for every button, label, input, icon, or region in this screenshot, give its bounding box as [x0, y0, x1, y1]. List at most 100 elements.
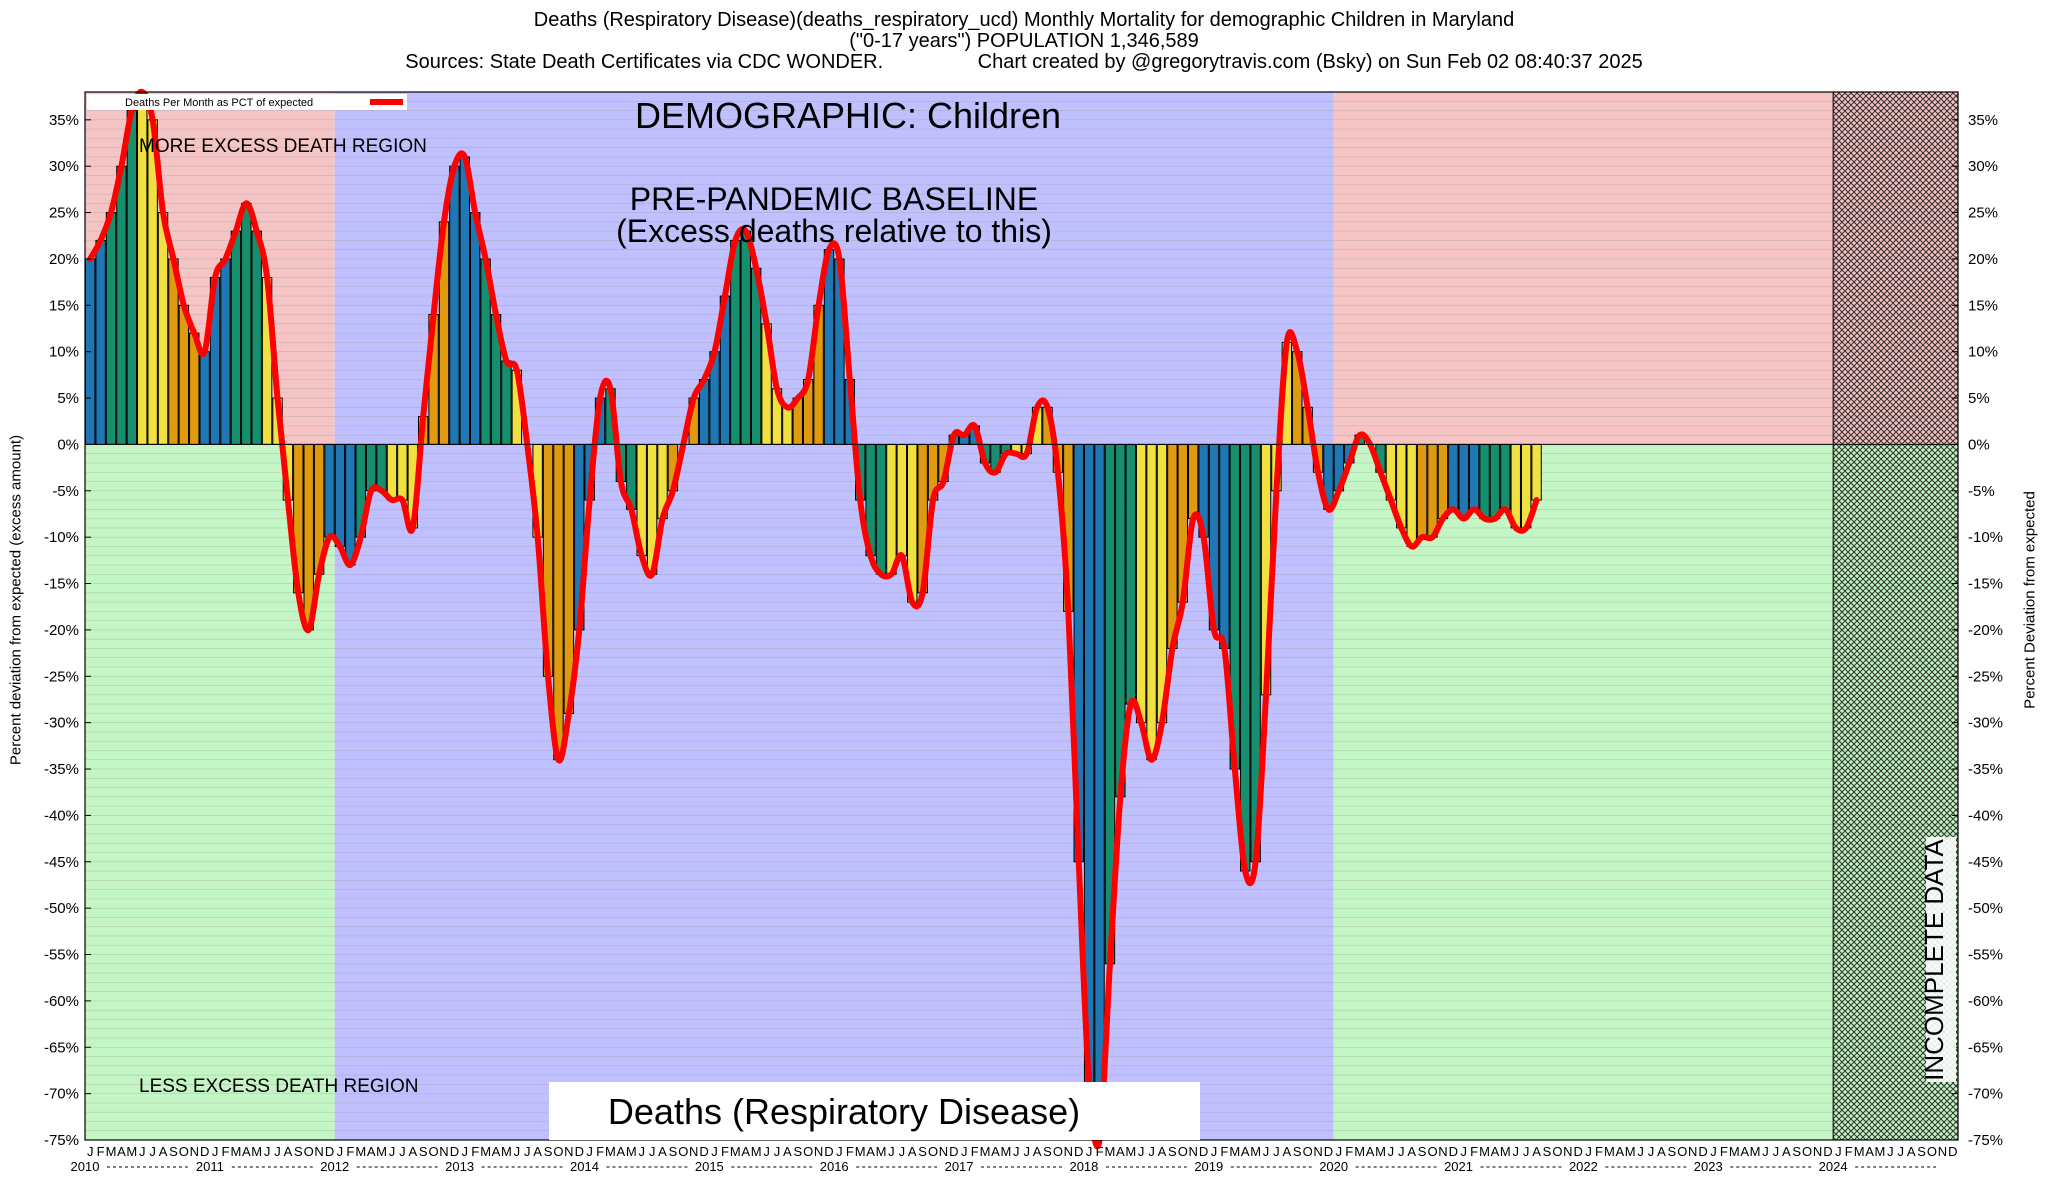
month-tick: J [1887, 1144, 1894, 1159]
month-tick: D [450, 1144, 459, 1159]
year-tick: 2017 [945, 1159, 974, 1174]
month-tick: A [1740, 1144, 1749, 1159]
month-tick: J [399, 1144, 406, 1159]
month-tick: M [1250, 1144, 1261, 1159]
month-tick: S [169, 1144, 178, 1159]
month-tick: J [1023, 1144, 1030, 1159]
month-tick: M [1479, 1144, 1490, 1159]
y-tick-right: 20% [1968, 251, 1998, 268]
month-tick: A [1033, 1144, 1042, 1159]
bar-106 [1187, 443, 1199, 520]
month-tick: M [230, 1144, 241, 1159]
bar-40 [501, 360, 512, 445]
month-tick: M [1125, 1144, 1136, 1159]
y-tick-right: -75% [1968, 1132, 2003, 1149]
month-tick: O [1053, 1144, 1063, 1159]
month-tick: A [117, 1144, 126, 1159]
month-tick: D [1574, 1144, 1583, 1159]
month-tick: J [87, 1144, 94, 1159]
y-tick-left: -30% [44, 715, 79, 732]
y-tick-left: -50% [44, 900, 79, 917]
bar-1 [95, 239, 106, 445]
bar-104 [1167, 443, 1178, 649]
month-tick: F [1345, 1144, 1353, 1159]
month-tick: N [439, 1144, 448, 1159]
bar-29 [386, 443, 398, 501]
month-tick: S [1043, 1144, 1052, 1159]
month-tick: O [1802, 1144, 1812, 1159]
month-tick: M [1375, 1144, 1386, 1159]
y-tick-left: 30% [49, 158, 79, 175]
y-tick-left: 25% [49, 205, 79, 222]
y-tick-right: -15% [1968, 576, 2003, 593]
year-tick: 2012 [320, 1159, 349, 1174]
y-tick-right: -50% [1968, 900, 2003, 917]
month-tick: M [1354, 1144, 1365, 1159]
month-tick: A [1116, 1144, 1125, 1159]
year-tick: 2014 [570, 1159, 599, 1174]
y-tick-right: 35% [1968, 112, 1998, 129]
month-tick: N [1563, 1144, 1572, 1159]
bar-76 [875, 443, 887, 575]
y-tick-right: 25% [1968, 205, 1998, 222]
bar-9 [178, 304, 190, 445]
month-tick: N [689, 1144, 698, 1159]
month-tick: J [888, 1144, 895, 1159]
y-tick-left: 5% [57, 390, 79, 407]
month-tick: O [429, 1144, 439, 1159]
bar-2 [105, 212, 117, 445]
month-tick: F [1845, 1144, 1853, 1159]
y-tick-right: -45% [1968, 854, 2003, 871]
month-tick: A [1907, 1144, 1916, 1159]
y-tick-left: 0% [57, 436, 79, 453]
month-tick: J [1086, 1144, 1093, 1159]
month-tick: J [1211, 1144, 1218, 1159]
month-tick: S [669, 1144, 678, 1159]
month-tick: D [325, 1144, 334, 1159]
month-tick: J [1835, 1144, 1842, 1159]
month-tick: F [1720, 1144, 1728, 1159]
month-tick: D [1698, 1144, 1707, 1159]
bar-111 [1240, 443, 1251, 872]
month-tick: A [741, 1144, 750, 1159]
y-tick-right: 5% [1968, 390, 1990, 407]
demographic-label: DEMOGRAPHIC: Children [635, 95, 1061, 136]
month-tick: O [304, 1144, 314, 1159]
month-tick: J [212, 1144, 219, 1159]
month-tick: N [314, 1144, 323, 1159]
month-tick: A [242, 1144, 251, 1159]
bar-101 [1135, 443, 1147, 724]
year-tick: 2023 [1694, 1159, 1723, 1174]
title-line-3: Sources: State Death Certificates via CD… [405, 51, 1643, 73]
bar-35 [449, 165, 460, 445]
y-tick-right: -25% [1968, 668, 2003, 685]
month-tick: A [1657, 1144, 1666, 1159]
month-tick: O [1303, 1144, 1313, 1159]
month-tick: M [751, 1144, 762, 1159]
bar-37 [470, 212, 481, 445]
y-tick-left: 15% [49, 297, 79, 314]
y-tick-left: -75% [44, 1132, 79, 1149]
month-tick: M [1000, 1144, 1011, 1159]
y-tick-left: 10% [49, 344, 79, 361]
month-tick: D [824, 1144, 833, 1159]
month-tick: F [1096, 1144, 1104, 1159]
y-tick-right: 0% [1968, 436, 1990, 453]
bar-7 [157, 212, 169, 445]
month-tick: J [711, 1144, 718, 1159]
month-tick: A [367, 1144, 376, 1159]
bottom-label-box [549, 1082, 1200, 1140]
month-tick: M [106, 1144, 117, 1159]
y-tick-left: -40% [44, 807, 79, 824]
incomplete-data-label: INCOMPLETE DATA [1919, 838, 1949, 1080]
month-tick: J [763, 1144, 770, 1159]
month-tick: J [1138, 1144, 1145, 1159]
month-tick: O [678, 1144, 688, 1159]
baseline-label-2: (Excess deaths relative to this) [616, 213, 1052, 249]
year-tick: 2018 [1069, 1159, 1098, 1174]
bar-134 [1479, 443, 1490, 520]
y-tick-left: -15% [44, 576, 79, 593]
month-tick: N [1938, 1144, 1947, 1159]
month-tick: D [1074, 1144, 1083, 1159]
